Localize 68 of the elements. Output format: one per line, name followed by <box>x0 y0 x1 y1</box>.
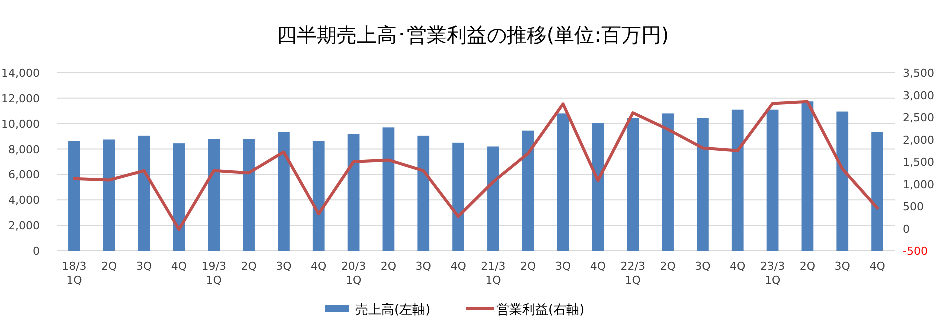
y2-tick-label: 3,500 <box>903 67 934 80</box>
bar <box>103 140 116 251</box>
bar <box>278 132 290 251</box>
bar <box>208 139 220 251</box>
bar <box>697 118 709 251</box>
y-tick-label: 4,000 <box>8 194 40 208</box>
bar <box>488 146 500 251</box>
y-tick-label: 8,000 <box>8 143 40 156</box>
y-tick-label: 6,000 <box>8 168 40 182</box>
bar <box>802 102 814 251</box>
x-tick-label: 22/3 1Q <box>620 260 646 287</box>
y-tick-label: 12,000 <box>2 92 40 106</box>
y-tick-label: 0 <box>33 245 40 258</box>
bar <box>522 130 534 251</box>
x-tick-label: 4Q <box>870 260 886 273</box>
y2-tick-label: 2,500 <box>903 112 934 124</box>
y2-tick-label: 0 <box>903 222 910 236</box>
x-tick-label: 3Q <box>834 260 851 273</box>
bar <box>872 132 884 251</box>
legend-label: 売上高(左軸) <box>356 302 431 318</box>
x-tick-label: 2Q <box>380 260 397 273</box>
x-tick-label: 2Q <box>241 260 258 273</box>
y2-tick-label: 500 <box>903 200 924 214</box>
bar <box>138 136 150 251</box>
x-tick-label: 4Q <box>450 260 467 273</box>
x-tick-label: 4Q <box>171 260 188 273</box>
x-tick-label: 3Q <box>695 260 712 273</box>
x-tick-label: 20/3 1Q <box>341 260 366 287</box>
x-tick-label: 2Q <box>800 260 816 273</box>
legend-label: 営業利益(右軸) <box>496 303 585 318</box>
x-tick-label: 21/3 1Q <box>481 260 506 287</box>
x-tick-label: 2Q <box>102 260 118 273</box>
chart-title: 四半期売上高･営業利益の推移(単位:百万円) <box>276 23 670 47</box>
x-tick-label: 4Q <box>311 260 328 273</box>
x-tick-label: 2Q <box>660 260 676 273</box>
x-tick-label: 18/3 1Q <box>62 260 87 287</box>
x-tick-label: 23/3 1Q <box>760 260 786 287</box>
bar <box>557 114 570 251</box>
x-tick-label: 3Q <box>276 260 292 273</box>
bar <box>173 144 186 251</box>
bar <box>68 141 80 251</box>
x-tick-label: 19/3 1Q <box>202 260 226 287</box>
bar <box>732 110 744 251</box>
x-tick-label: 3Q <box>416 260 432 273</box>
y2-tick-label: 3,000 <box>903 89 934 102</box>
bar <box>452 142 464 251</box>
x-tick-label: 4Q <box>590 260 606 273</box>
bar <box>243 139 255 251</box>
bar <box>836 112 849 251</box>
y2-tick-label: 1,000 <box>903 178 934 192</box>
bar <box>382 128 395 251</box>
bar <box>766 110 779 251</box>
bar <box>627 118 640 251</box>
bar <box>348 134 360 251</box>
bar <box>592 123 604 251</box>
x-tick-label: 3Q <box>555 260 572 273</box>
y-tick-label: 2,000 <box>8 220 40 233</box>
bar <box>662 114 674 251</box>
y-tick-label: 10,000 <box>2 118 40 131</box>
bar <box>312 141 325 251</box>
y2-tick-label: 1,500 <box>903 156 934 169</box>
bar <box>418 136 430 251</box>
y-tick-label: 14,000 <box>2 67 40 80</box>
y2-tick-label: -500 <box>903 245 928 258</box>
x-tick-label: 4Q <box>730 260 746 273</box>
x-tick-label: 3Q <box>136 260 152 273</box>
x-tick-label: 2Q <box>520 260 537 273</box>
y2-tick-label: 2,000 <box>903 134 934 147</box>
